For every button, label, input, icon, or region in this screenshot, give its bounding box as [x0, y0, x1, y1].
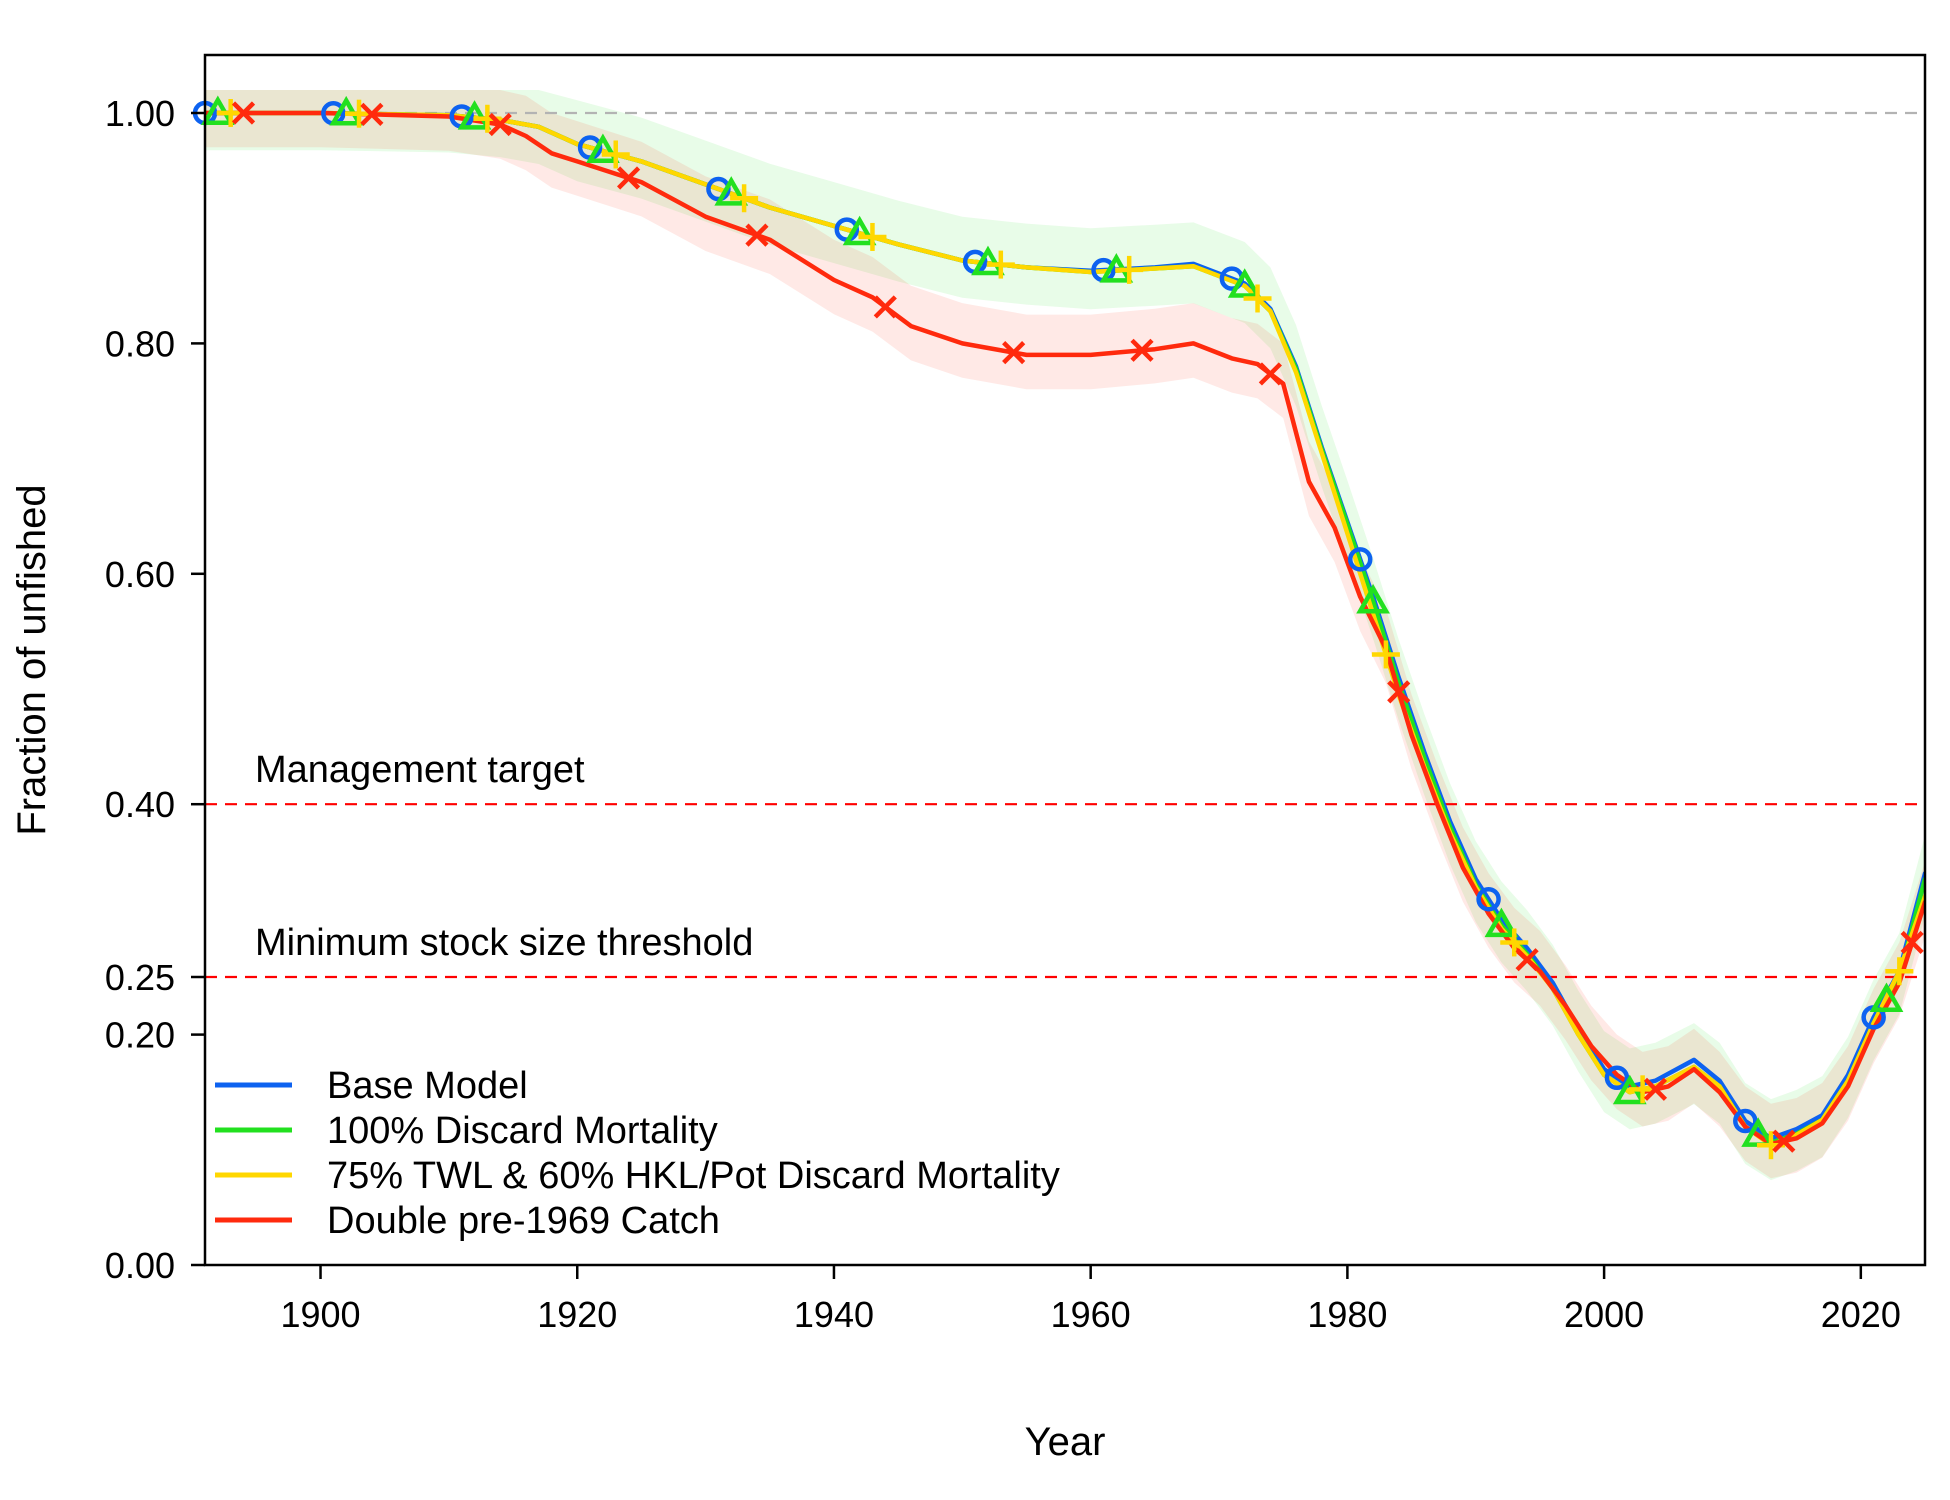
series-0-marker-10: [1476, 886, 1501, 912]
series-2-marker-0: [216, 99, 245, 127]
series-3-marker-5: [873, 295, 897, 319]
y-tick-label-6: 1.00: [105, 93, 175, 134]
plot-frame: [203, 53, 1927, 1267]
series-1-marker-10: [1484, 907, 1519, 938]
series-3-marker-2: [488, 112, 512, 137]
y-axis-title: Fraction of unfished: [10, 484, 54, 835]
series-3-marker-0: [231, 101, 256, 125]
series-2-marker-11: [1628, 1075, 1657, 1104]
x-tick-label-1: 1920: [537, 1294, 617, 1335]
series-2-marker-4: [730, 184, 759, 213]
series-3-marker-13: [1900, 930, 1924, 955]
series-1-marker-4: [714, 176, 749, 206]
series-1-marker-5: [842, 215, 877, 246]
y-tick-label-0: 0.00: [105, 1245, 175, 1286]
series-1-marker-13: [1869, 982, 1904, 1013]
series-1-marker-3: [586, 133, 620, 164]
series-3-marker-10: [1515, 948, 1539, 972]
x-tick-label-6: 2020: [1821, 1294, 1901, 1335]
y-tick-label-1: 0.20: [105, 1015, 175, 1056]
series-2-marker-10: [1500, 928, 1529, 957]
x-tick-label-4: 1980: [1307, 1294, 1387, 1335]
series-2-marker-7: [1115, 255, 1144, 284]
reference-lines: Management target Minimum stock size thre…: [205, 111, 1925, 979]
series-0-marker-12: [1733, 1108, 1758, 1134]
series-3-marker-6: [1002, 341, 1026, 365]
x-axis: 1900 1920 1940 1960 1980 2000 2020: [280, 1265, 1901, 1335]
series-3-marker-9: [1387, 680, 1411, 704]
legend-label-1: 100% Discard Mortality: [327, 1110, 718, 1152]
series-3-marker-4: [745, 223, 769, 247]
series-2-marker-9: [1371, 640, 1400, 669]
series-1-marker-2: [457, 100, 492, 130]
series-3-marker-3: [616, 166, 641, 190]
y-axis: 0.00 0.20 0.25 0.40 0.60 0.80 1.00: [105, 93, 205, 1286]
legend-label-3: Double pre-1969 Catch: [327, 1200, 720, 1242]
series-2-marker-13: [1885, 957, 1914, 986]
series-2-marker-3: [601, 140, 630, 169]
series-2-marker-8: [1243, 284, 1272, 313]
y-tick-label-3: 0.40: [105, 784, 175, 825]
reference-label-1: Management target: [255, 749, 585, 791]
x-tick-label-5: 2000: [1564, 1294, 1644, 1335]
series-line-3: [205, 110, 1925, 1147]
series-3-marker-8: [1258, 362, 1282, 386]
series-markers: [192, 95, 1924, 1160]
x-tick-label-2: 1940: [794, 1294, 874, 1335]
series-1-marker-8: [1227, 268, 1262, 298]
y-tick-label-5: 0.80: [105, 323, 175, 364]
series-1-marker-6: [971, 245, 1005, 276]
series-2-marker-5: [858, 222, 887, 251]
series-1-marker-9: [1356, 583, 1390, 614]
series-3-marker-1: [360, 102, 384, 126]
x-tick-label-0: 1900: [280, 1294, 360, 1335]
series-0-marker-11: [1604, 1065, 1630, 1091]
series-3-marker-7: [1130, 338, 1154, 362]
y-tick-label-4: 0.60: [105, 554, 175, 595]
x-tick-label-3: 1960: [1051, 1294, 1131, 1335]
series-2-marker-6: [986, 250, 1015, 279]
legend-label-0: Base Model: [327, 1065, 528, 1107]
reference-label-2: Minimum stock size threshold: [255, 922, 753, 964]
x-axis-title: Year: [1025, 1420, 1106, 1464]
y-tick-label-2: 0.25: [105, 957, 175, 998]
series-lines: [205, 110, 1925, 1148]
series-3-marker-12: [1772, 1129, 1796, 1153]
series-3-marker-11: [1643, 1077, 1668, 1101]
series-0-marker-9: [1347, 547, 1373, 572]
legend-label-2: 75% TWL & 60% HKL/Pot Discard Mortality: [327, 1155, 1060, 1197]
